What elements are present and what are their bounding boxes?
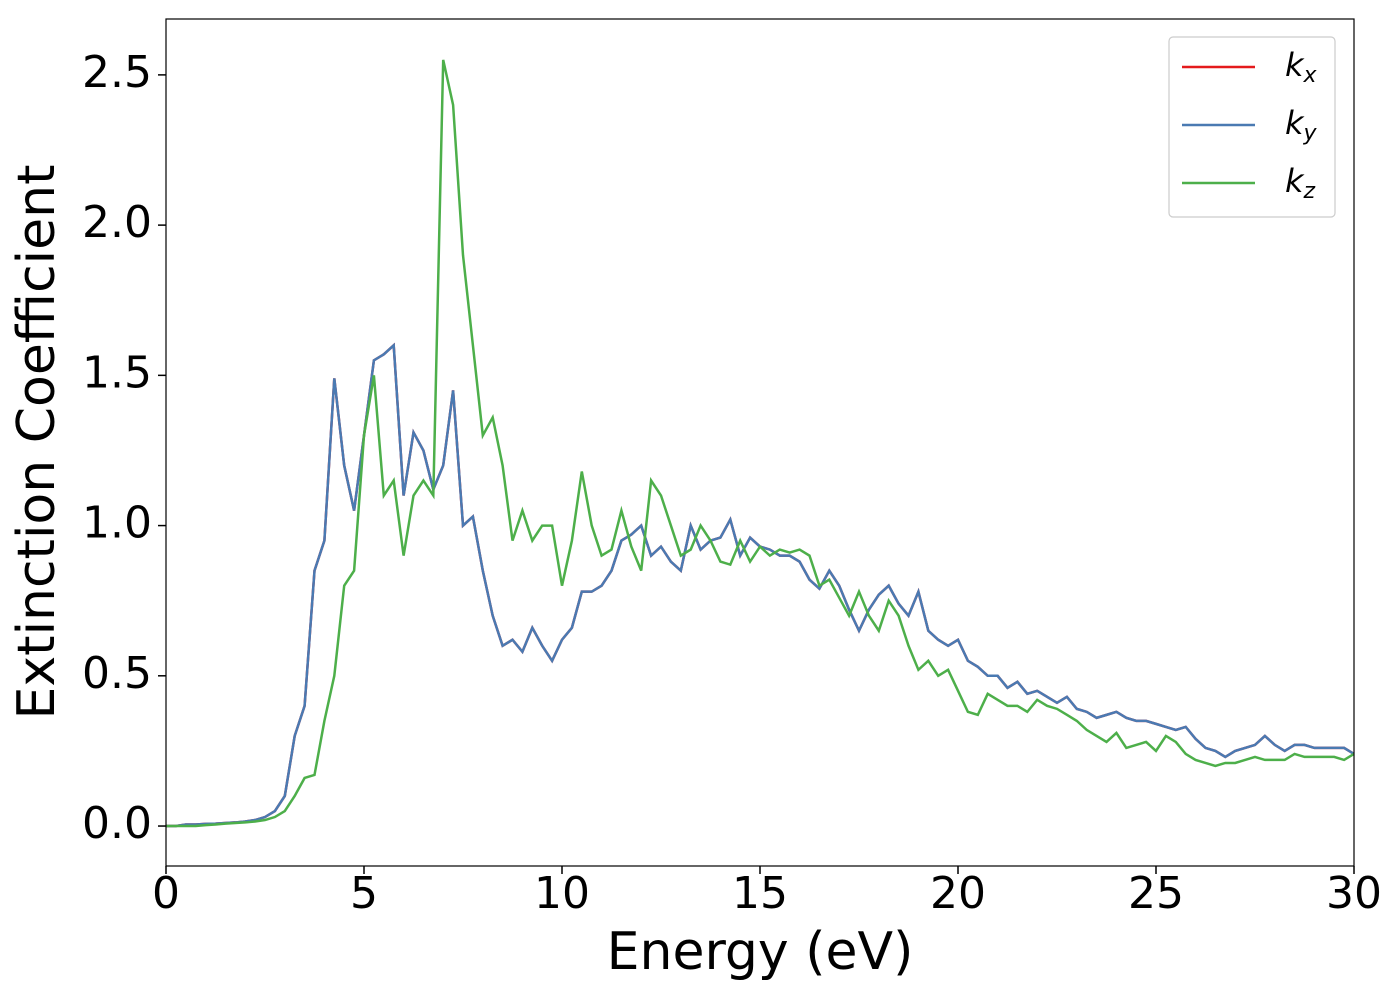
y-tick-label: 2.0 [82,197,152,248]
x-tick-label: 25 [1128,868,1184,919]
legend-label: ky [1285,104,1318,146]
x-tick-label: 15 [732,868,788,919]
x-tick-label: 30 [1326,868,1382,919]
x-tick-label: 0 [152,868,180,919]
x-axis-label: Energy (eV) [607,922,914,982]
y-tick-label: 1.5 [82,347,152,398]
x-tick-label: 5 [350,868,378,919]
legend-label: kx [1285,46,1318,88]
y-tick-label: 0.5 [82,648,152,699]
legend-box [1168,36,1336,218]
legend-label: kz [1285,162,1316,204]
x-tick-label: 10 [534,868,590,919]
y-axis-label: Extinction Coefficient [7,165,67,720]
x-tick-label: 20 [930,868,986,919]
line [166,59,1354,828]
y-tick-label: 0.0 [82,798,152,849]
y-tick-label: 2.5 [82,47,152,98]
y-tick-label: 1.0 [82,498,152,549]
plot-frame [165,18,1355,867]
